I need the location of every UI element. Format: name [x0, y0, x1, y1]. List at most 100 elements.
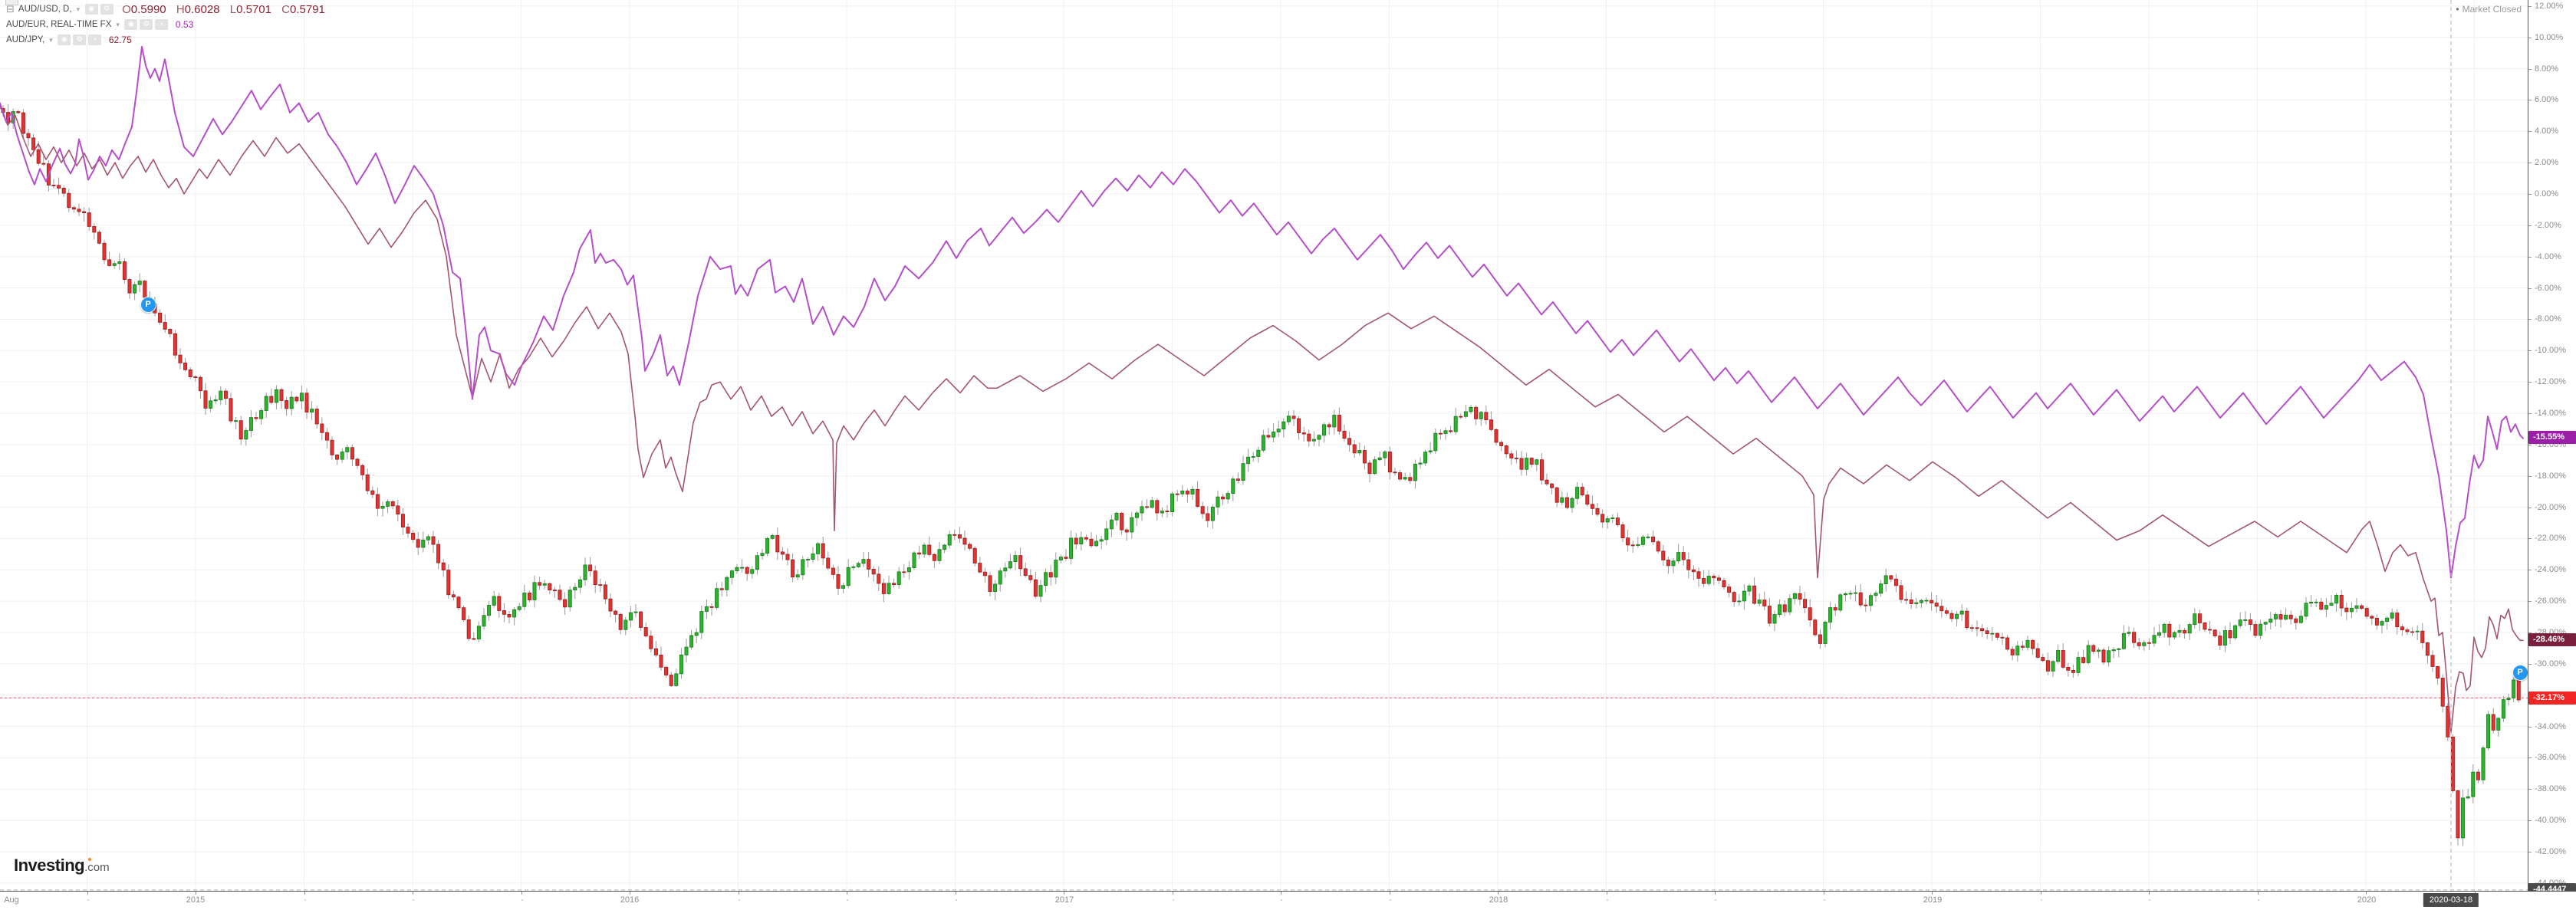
price-axis-label: -2.00%: [2535, 220, 2561, 230]
chart-canvas[interactable]: [0, 0, 2528, 891]
gear-icon[interactable]: ⚙: [73, 34, 87, 45]
eye-icon[interactable]: ◉: [124, 19, 138, 30]
price-axis-label: -8.00%: [2535, 314, 2561, 324]
chevron-down-icon[interactable]: ▾: [116, 20, 120, 28]
time-axis-label: 2017: [1054, 895, 1074, 905]
time-axis-label: 2015: [186, 895, 206, 905]
time-axis-dot: [1389, 899, 1391, 901]
price-axis-label: -20.00%: [2535, 502, 2566, 512]
legend-row-audusd: ⊟ AUD/USD, D, ▾ ◉ ⚙ O0.5990 H0.6028 L0.5…: [6, 2, 332, 17]
low-value: 0.5701: [236, 2, 271, 16]
price-axis-label: -14.00%: [2535, 409, 2566, 419]
time-axis-label: Aug: [4, 895, 19, 905]
time-axis-label: 2020: [2357, 895, 2377, 905]
time-axis-tick: [2257, 892, 2259, 895]
price-axis-label: -42.00%: [2535, 847, 2566, 857]
time-axis-tick: [2149, 892, 2150, 895]
time-axis-dot: [955, 899, 957, 901]
price-axis-tick: [2528, 757, 2532, 759]
investing-logo: Investing.com: [14, 856, 110, 876]
high-value: 0.6028: [184, 2, 220, 16]
time-axis-dot: [1715, 899, 1716, 901]
chart-legend: ⊟ AUD/USD, D, ▾ ◉ ⚙ O0.5990 H0.6028 L0.5…: [6, 2, 332, 48]
eye-icon[interactable]: ◉: [58, 34, 71, 45]
price-axis-label: 10.00%: [2535, 32, 2564, 42]
logo-suffix: .com: [84, 861, 110, 874]
last-value-audjpy: 62.75: [108, 34, 132, 45]
price-axis-tick: [2528, 538, 2532, 540]
time-axis-dot: [1281, 899, 1282, 901]
price-axis-label: -40.00%: [2535, 816, 2566, 826]
price-badge: -44.4447: [2528, 883, 2576, 891]
close-icon[interactable]: ×: [88, 34, 102, 45]
price-axis-tick: [2528, 382, 2532, 383]
logo-text: Investing: [14, 856, 85, 875]
price-axis-label: 4.00%: [2535, 126, 2559, 136]
publication-marker[interactable]: P: [2512, 664, 2528, 681]
gear-icon[interactable]: ⚙: [140, 19, 153, 30]
time-axis-label: 2016: [620, 895, 640, 905]
time-axis-dot: [1172, 899, 1174, 901]
price-badge: -15.55%: [2528, 431, 2576, 445]
price-axis-label: -18.00%: [2535, 471, 2566, 481]
time-axis-dot: [847, 899, 848, 901]
chart-plot-area[interactable]: ⊟ AUD/USD, D, ▾ ◉ ⚙ O0.5990 H0.6028 L0.5…: [0, 0, 2528, 891]
close-value: 0.5791: [289, 2, 325, 16]
price-axis-tick: [2528, 663, 2532, 665]
legend-row-audjpy: AUD/JPY, ▾ ◉ ⚙ × 62.75: [6, 32, 332, 48]
price-axis-tick: [2528, 5, 2532, 7]
collapse-icon[interactable]: ⊟: [6, 3, 15, 15]
price-axis-tick: [2528, 131, 2532, 133]
price-axis-tick: [2528, 726, 2532, 728]
eye-icon[interactable]: ◉: [84, 4, 98, 15]
line-series-audjpy: [0, 105, 2524, 734]
toolbar-fragment: [5, 0, 18, 5]
symbol-title-audeur[interactable]: AUD/EUR, REAL-TIME FX: [6, 20, 112, 29]
close-icon[interactable]: ×: [155, 19, 169, 30]
price-axis-label: 0.00%: [2535, 189, 2559, 199]
symbol-title-audjpy[interactable]: AUD/JPY,: [6, 35, 45, 44]
open-label: O: [122, 2, 131, 16]
time-axis-dot: [87, 899, 89, 901]
price-axis-label: -4.00%: [2535, 251, 2561, 261]
price-axis-tick: [2528, 225, 2532, 226]
time-axis-dot: [2149, 899, 2150, 901]
market-status-dot-icon: •: [2456, 4, 2459, 15]
ohlc-values: O0.5990 H0.6028 L0.5701 C0.5791: [122, 3, 332, 16]
price-axis-tick: [2528, 319, 2532, 320]
time-axis-dot: [2040, 899, 2042, 901]
publication-marker[interactable]: P: [140, 296, 156, 313]
time-axis-dot: [1606, 899, 1608, 901]
price-axis-tick: [2528, 601, 2532, 603]
price-axis-label: -22.00%: [2535, 534, 2566, 544]
price-axis-label: -30.00%: [2535, 659, 2566, 669]
time-axis-dot: [738, 899, 740, 901]
logo-orange-dot: [88, 858, 91, 861]
price-axis-label: 2.00%: [2535, 158, 2559, 168]
time-axis-dot: [1823, 899, 1825, 901]
time-axis[interactable]: Aug 2015 2016 2017 2018 2019 2020 2020-03-18: [0, 891, 2576, 910]
time-axis-label: 2018: [1489, 895, 1508, 905]
price-axis-tick: [2528, 820, 2532, 822]
time-axis-tick: [304, 892, 305, 895]
chevron-down-icon[interactable]: ▾: [49, 35, 53, 44]
price-axis-tick: [2528, 350, 2532, 352]
time-axis-tick: [2366, 892, 2367, 895]
chevron-down-icon[interactable]: ▾: [76, 5, 81, 13]
price-axis-tick: [2528, 475, 2532, 477]
time-axis-tick: [1932, 892, 1933, 895]
price-axis-label: 8.00%: [2535, 64, 2559, 74]
price-axis-label: -36.00%: [2535, 753, 2566, 763]
line-series-audeur: [0, 46, 2524, 579]
legend-row-audeur: AUD/EUR, REAL-TIME FX ▾ ◉ ⚙ × 0.53: [6, 17, 332, 32]
price-axis-tick: [2528, 287, 2532, 289]
symbol-title-audusd[interactable]: AUD/USD, D,: [18, 5, 72, 14]
price-axis-label: 12.00%: [2535, 1, 2564, 11]
close-label: C: [281, 2, 290, 16]
date-badge: 2020-03-18: [2423, 893, 2479, 907]
open-value: 0.5990: [130, 2, 166, 16]
high-label: H: [176, 2, 185, 16]
price-axis[interactable]: 12.00% 10.00% 8.00% 6.00% 4.00% 2.00% 0.00% -2.…: [2528, 0, 2576, 891]
gear-icon[interactable]: ⚙: [100, 4, 114, 15]
